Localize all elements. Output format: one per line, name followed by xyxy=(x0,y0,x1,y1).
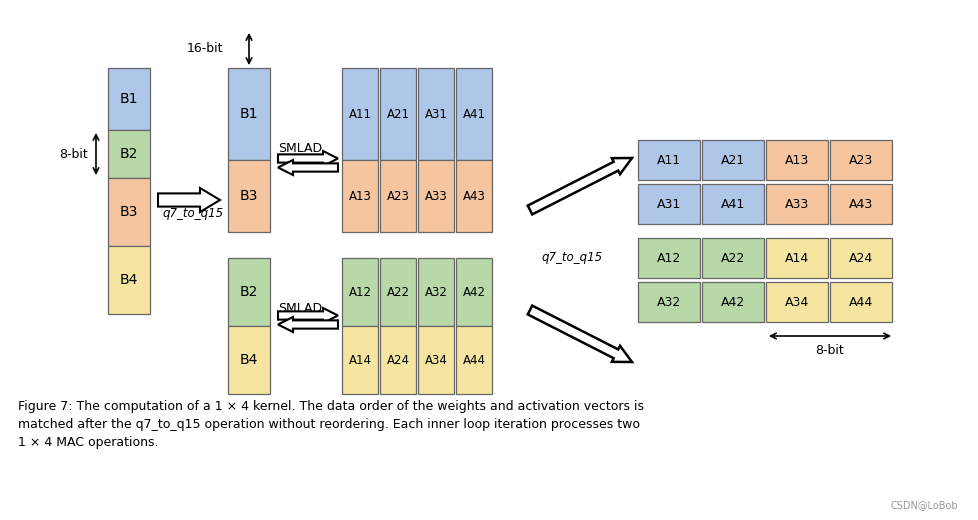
Text: A33: A33 xyxy=(424,189,447,202)
Bar xyxy=(765,184,827,224)
Text: A12: A12 xyxy=(656,252,681,265)
Text: A23: A23 xyxy=(386,189,409,202)
Text: B1: B1 xyxy=(240,107,258,121)
Text: A34: A34 xyxy=(424,354,447,367)
Text: SMLAD: SMLAD xyxy=(278,302,322,315)
Text: 1 × 4 MAC operations.: 1 × 4 MAC operations. xyxy=(18,436,158,449)
Bar xyxy=(456,160,492,232)
Text: A11: A11 xyxy=(348,108,371,121)
Bar xyxy=(379,160,416,232)
Bar xyxy=(379,68,416,160)
Bar xyxy=(829,282,891,322)
Bar xyxy=(228,160,270,232)
Bar xyxy=(341,160,378,232)
Text: A32: A32 xyxy=(424,285,447,298)
Bar xyxy=(418,68,454,160)
Text: A14: A14 xyxy=(784,252,808,265)
Bar xyxy=(638,282,699,322)
Bar xyxy=(108,246,150,314)
Bar xyxy=(108,68,150,130)
Bar xyxy=(228,68,270,160)
Bar xyxy=(638,238,699,278)
Text: q7_to_q15: q7_to_q15 xyxy=(541,252,601,265)
Text: A23: A23 xyxy=(848,153,872,166)
Bar xyxy=(456,326,492,394)
Text: A22: A22 xyxy=(386,285,409,298)
Bar xyxy=(108,130,150,178)
Bar xyxy=(379,326,416,394)
Text: A41: A41 xyxy=(462,108,485,121)
Bar xyxy=(341,326,378,394)
Bar xyxy=(379,258,416,326)
Text: B4: B4 xyxy=(240,353,258,367)
Bar xyxy=(701,184,763,224)
Text: A24: A24 xyxy=(848,252,872,265)
Text: A31: A31 xyxy=(424,108,447,121)
Text: B3: B3 xyxy=(119,205,138,219)
FancyArrow shape xyxy=(157,188,220,212)
Text: A12: A12 xyxy=(348,285,371,298)
Bar xyxy=(456,68,492,160)
FancyArrow shape xyxy=(278,308,337,323)
Text: 8-bit: 8-bit xyxy=(815,344,843,357)
Bar xyxy=(701,140,763,180)
Text: B1: B1 xyxy=(119,92,138,106)
Text: matched after the q7_to_q15 operation without reordering. Each inner loop iterat: matched after the q7_to_q15 operation wi… xyxy=(18,418,640,431)
Text: A44: A44 xyxy=(462,354,485,367)
Bar xyxy=(765,282,827,322)
FancyArrow shape xyxy=(278,317,337,332)
Bar xyxy=(341,258,378,326)
FancyArrow shape xyxy=(278,160,337,175)
Text: CSDN@LoBob: CSDN@LoBob xyxy=(889,500,957,510)
Bar xyxy=(829,184,891,224)
Text: A42: A42 xyxy=(462,285,485,298)
Text: q7_to_q15: q7_to_q15 xyxy=(162,207,223,220)
Bar xyxy=(456,258,492,326)
Text: Figure 7: The computation of a 1 × 4 kernel. The data order of the weights and a: Figure 7: The computation of a 1 × 4 ker… xyxy=(18,400,644,413)
Text: A11: A11 xyxy=(656,153,681,166)
Bar xyxy=(829,238,891,278)
Text: 16-bit: 16-bit xyxy=(187,43,223,56)
Text: A21: A21 xyxy=(720,153,744,166)
Text: A41: A41 xyxy=(720,198,744,211)
Bar xyxy=(765,140,827,180)
Bar xyxy=(701,238,763,278)
Bar xyxy=(765,238,827,278)
Bar xyxy=(418,326,454,394)
Text: B2: B2 xyxy=(119,147,138,161)
Bar xyxy=(638,184,699,224)
Text: A42: A42 xyxy=(720,295,744,308)
Text: A34: A34 xyxy=(784,295,808,308)
Bar xyxy=(228,258,270,326)
Text: A13: A13 xyxy=(784,153,808,166)
Text: B4: B4 xyxy=(119,273,138,287)
Bar xyxy=(418,160,454,232)
Bar xyxy=(228,326,270,394)
Bar xyxy=(829,140,891,180)
FancyArrow shape xyxy=(527,306,632,362)
Text: B2: B2 xyxy=(240,285,258,299)
Text: A43: A43 xyxy=(462,189,485,202)
FancyArrow shape xyxy=(278,151,337,166)
Text: A22: A22 xyxy=(720,252,744,265)
Text: SMLAD: SMLAD xyxy=(278,141,322,154)
Bar xyxy=(418,258,454,326)
Text: A21: A21 xyxy=(386,108,409,121)
Bar xyxy=(108,178,150,246)
Text: A13: A13 xyxy=(348,189,371,202)
Text: B3: B3 xyxy=(240,189,258,203)
Bar xyxy=(701,282,763,322)
Text: A14: A14 xyxy=(348,354,371,367)
Text: A33: A33 xyxy=(784,198,808,211)
Text: A43: A43 xyxy=(848,198,872,211)
Text: A44: A44 xyxy=(848,295,872,308)
Text: A31: A31 xyxy=(656,198,681,211)
Text: A32: A32 xyxy=(656,295,681,308)
Bar xyxy=(341,68,378,160)
Bar xyxy=(638,140,699,180)
Text: A24: A24 xyxy=(386,354,409,367)
Text: 8-bit: 8-bit xyxy=(60,148,88,161)
FancyArrow shape xyxy=(527,158,632,214)
